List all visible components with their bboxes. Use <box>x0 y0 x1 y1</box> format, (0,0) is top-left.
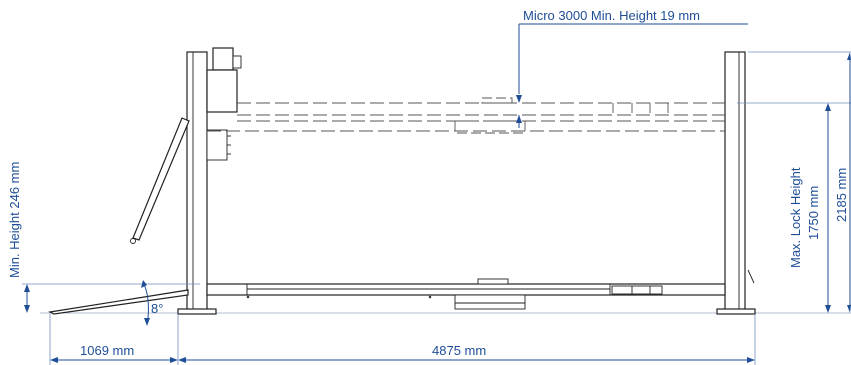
overall-height-label: 2185 mm <box>834 168 849 222</box>
max-lock-height-label: Max. Lock Height <box>788 167 803 268</box>
max-lock-height-value: 1750 mm <box>806 186 821 240</box>
jacking-beam <box>454 294 526 310</box>
ramp-length-label: 1069 mm <box>80 343 134 358</box>
min-height-dimension: Min. Height 246 mm <box>7 162 200 313</box>
control-box <box>206 129 228 161</box>
runway-lowered <box>206 269 755 310</box>
min-height-label: Min. Height 246 mm <box>7 162 22 278</box>
motor-top <box>212 47 234 71</box>
power-unit <box>206 47 242 161</box>
entry-ramp <box>48 289 189 315</box>
max-lock-height-dimension: Max. Lock Height 1750 mm <box>788 103 831 313</box>
ramp-angle-dimension: 8° <box>141 280 163 326</box>
raised-ramp <box>130 117 190 244</box>
ramp-length-dimension: 1069 mm <box>50 343 178 363</box>
right-post-foot <box>716 308 756 315</box>
ramp-angle-label: 8° <box>151 301 163 316</box>
lift-length-dimension: 4875 mm <box>178 343 755 363</box>
right-post <box>724 51 746 311</box>
micro-height-dimension: Micro 3000 Min. Height 19 mm <box>516 8 748 128</box>
dimensions: Micro 3000 Min. Height 19 mm Max. Lock H… <box>7 8 851 365</box>
motor-body <box>206 69 238 113</box>
lift-structure <box>40 47 851 315</box>
left-post <box>186 51 208 311</box>
micro-height-label: Micro 3000 Min. Height 19 mm <box>523 8 700 23</box>
overall-height-dimension: 2185 mm <box>834 52 851 313</box>
left-post-foot <box>177 308 217 315</box>
motor-cap <box>232 55 242 69</box>
lift-length-label: 4875 mm <box>432 343 486 358</box>
runway-raised-phantom <box>207 97 725 134</box>
